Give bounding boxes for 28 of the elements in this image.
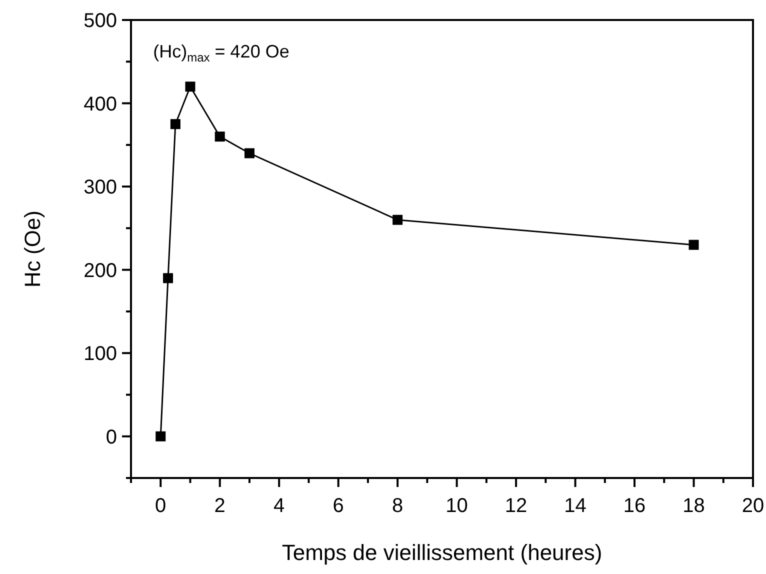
- x-axis-title: Temps de vieillissement (heures): [282, 540, 602, 565]
- point: [688, 240, 699, 250]
- y-tick-label: 200: [84, 260, 117, 282]
- x-tick-label: 6: [332, 495, 344, 517]
- x-tick-label: 14: [564, 495, 586, 517]
- y-tick-label: 500: [84, 10, 117, 32]
- y-tick-label: 0: [106, 426, 117, 448]
- point: [214, 132, 225, 142]
- x-tick-label: 10: [446, 495, 468, 517]
- x-tick-label: 12: [504, 495, 528, 517]
- point: [156, 431, 166, 442]
- y-tick-label: 100: [84, 343, 117, 366]
- y-tick-label: 400: [84, 93, 117, 116]
- y-axis-title: Hc (Oe): [20, 210, 45, 288]
- y-tick-label: 300: [84, 176, 117, 199]
- x-tick-label: 0: [155, 495, 166, 517]
- x-tick-label: 18: [682, 495, 705, 517]
- point: [170, 119, 180, 130]
- x-tick-label: 20: [742, 495, 764, 517]
- x-tick-label: 4: [274, 495, 285, 517]
- x-tick-label: 16: [623, 495, 646, 517]
- point: [185, 82, 196, 92]
- x-tick-label: 8: [392, 495, 404, 517]
- x-tick-label: 2: [214, 495, 226, 517]
- point: [244, 148, 254, 158]
- point: [392, 214, 403, 225]
- annotation: (Hc)$_{max}$ = 420 Oe: [153, 42, 290, 65]
- point: [163, 273, 174, 284]
